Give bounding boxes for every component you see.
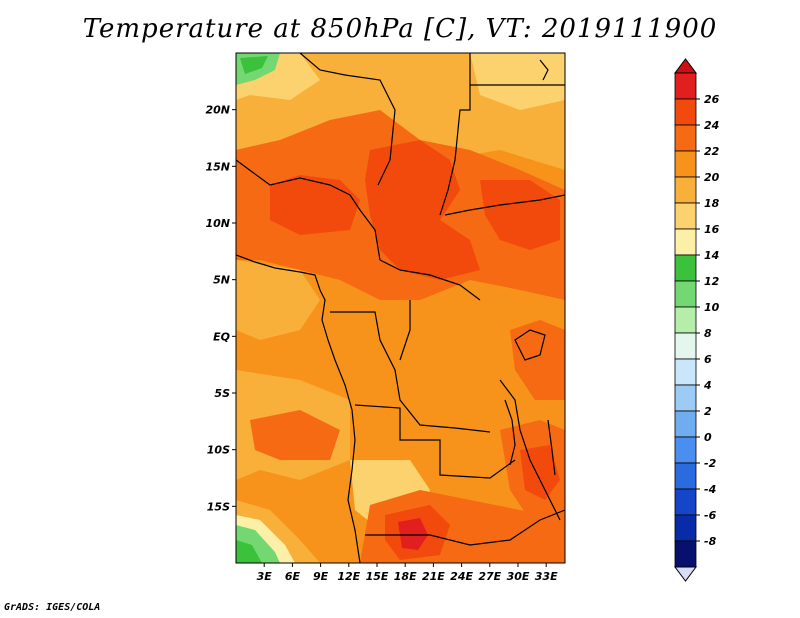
lat-label: 20N: [205, 104, 230, 117]
colorbar-swatch: [674, 254, 697, 282]
colorbar-swatch: [674, 202, 697, 230]
sahel-core-east: [480, 180, 560, 250]
angola-border: [354, 404, 516, 479]
sahara-border-a: [299, 53, 396, 186]
east-river-line: [539, 59, 549, 81]
southern-border: [365, 509, 565, 546]
lon-label: 3E: [257, 570, 273, 583]
west-africa-coastline: [236, 254, 361, 563]
lon-label: 12E: [337, 570, 360, 583]
map-title: Temperature at 850hPa [C], VT: 201911190…: [82, 14, 718, 44]
footer-credit: GrADS: IGES/COLA: [4, 602, 101, 613]
map-frame: [235, 52, 566, 564]
colorbar-label: 24: [704, 119, 719, 132]
lat-label: 10N: [205, 217, 230, 230]
colorbar-swatch: [674, 150, 697, 178]
sahel-core-west: [270, 175, 360, 235]
lon-label: 18E: [394, 570, 417, 583]
lat-label: EQ: [213, 330, 230, 343]
colorbar-label: 20: [704, 171, 720, 184]
colorbar-swatch: [674, 540, 697, 568]
guinea-coast-cool: [236, 260, 320, 340]
colorbar-label: 26: [704, 93, 720, 106]
central-border-line: [379, 259, 481, 301]
kalahari-hottest: [398, 518, 428, 550]
colorbar-label: -8: [704, 535, 717, 548]
congo-basin: [330, 300, 510, 420]
lon-label: 30E: [507, 570, 530, 583]
lon-label: 27E: [478, 570, 501, 583]
colorbar-swatch: [674, 306, 697, 334]
country-borders: [236, 53, 565, 563]
lake-region-hot: [510, 320, 565, 400]
colorbar-label: 22: [704, 145, 720, 158]
atlantic-warm-patch: [250, 410, 340, 460]
colorbar-label: -6: [704, 509, 717, 522]
colorbar-label: 8: [704, 327, 712, 340]
lake-malawi: [547, 419, 556, 476]
colorbar-swatch: [674, 514, 697, 542]
lat-label: 5N: [213, 274, 230, 287]
northwest-green-core: [240, 56, 268, 74]
colorbar-label: 18: [704, 197, 720, 210]
lat-label: 10S: [207, 444, 230, 457]
sahara-border-b: [439, 53, 471, 216]
colorbar-swatch: [674, 176, 697, 204]
lake-tanganyika: [504, 399, 516, 466]
lon-label: 33E: [535, 570, 558, 583]
colorbar-swatch: [674, 410, 697, 438]
colorbar-label: 0: [704, 431, 712, 444]
colorbar-swatch: [674, 488, 697, 516]
colorbar-label: 2: [704, 405, 712, 418]
lat-label: 5S: [214, 387, 230, 400]
lon-label: 9E: [313, 570, 329, 583]
lon-label: 15E: [366, 570, 389, 583]
colorbar-swatch: [674, 436, 697, 464]
colorbar-swatch: [674, 228, 697, 256]
colorbar-swatch: [674, 384, 697, 412]
east-border-b: [444, 194, 565, 216]
colorbar-swatch: [674, 72, 697, 100]
colorbar-swatch: [674, 332, 697, 360]
southwest-green-core: [236, 540, 262, 563]
latitude-axis: 20N 15N 10N 5N EQ 5S 10S 15S: [205, 104, 236, 513]
lon-label: 6E: [285, 570, 301, 583]
lake-victoria: [514, 329, 546, 361]
congo-border-a: [330, 311, 491, 433]
colorbar-label: 6: [704, 353, 712, 366]
colorbar-bottom-arrow: [674, 566, 697, 582]
colorbar-top-arrow: [674, 58, 697, 74]
colorbar-swatch: [674, 280, 697, 308]
northeast-cool-patch: [470, 53, 565, 110]
longitude-axis: 3E 6E 9E 12E 15E 18E 21E 24E 27E 30E 33E: [257, 563, 558, 583]
colorbar-swatch: [674, 358, 697, 386]
colorbar-label: 16: [704, 223, 720, 236]
temperature-field: [236, 53, 565, 563]
colorbar-label: 12: [704, 275, 720, 288]
colorbar-label: 4: [703, 379, 712, 392]
colorbar-swatch: [674, 124, 697, 152]
congo-border-b: [399, 300, 411, 361]
colorbar-swatch: [674, 98, 697, 126]
east-coastline: [499, 379, 561, 521]
colorbar-label: -4: [704, 483, 716, 496]
lat-label: 15S: [207, 500, 230, 513]
colorbar-label: 10: [704, 301, 720, 314]
lon-label: 21E: [422, 570, 445, 583]
colorbar-label: 14: [704, 249, 719, 262]
lon-label: 24E: [450, 570, 473, 583]
colorbar-label: -2: [704, 457, 717, 470]
lat-label: 15N: [205, 160, 230, 173]
sahel-border-line: [236, 159, 381, 261]
colorbar-swatch: [674, 462, 697, 490]
